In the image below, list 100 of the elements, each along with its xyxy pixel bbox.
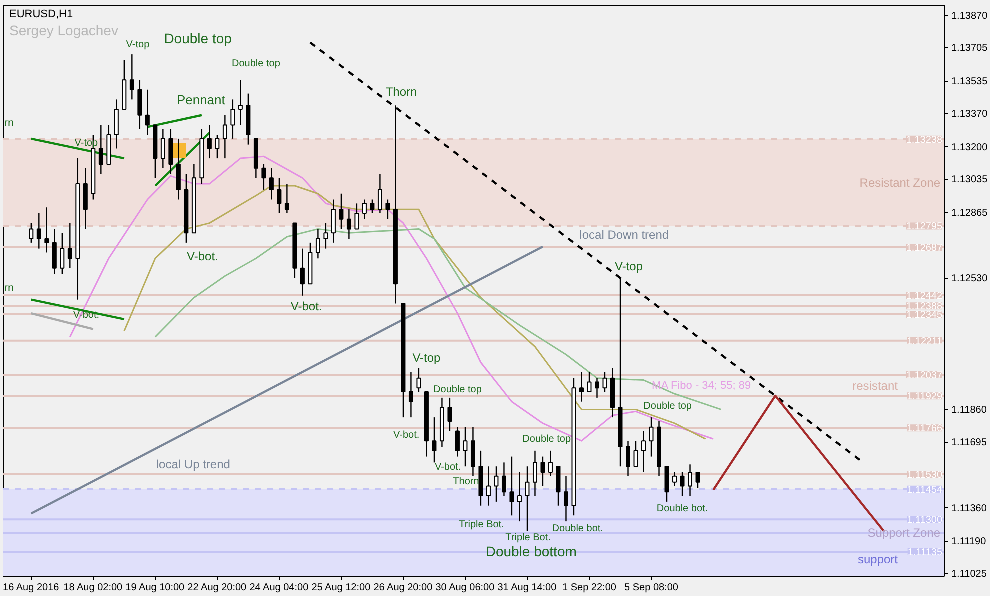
candlestick [448, 397, 452, 432]
candlestick [494, 466, 499, 503]
annotation: local Up trend [156, 457, 230, 472]
candlestick [238, 79, 243, 126]
annotation: V-bot. [73, 310, 100, 321]
text: rn [4, 282, 14, 295]
candlestick [517, 472, 522, 522]
candlestick [680, 472, 685, 497]
candlestick [688, 464, 693, 497]
candlestick [386, 199, 390, 220]
y-tick-label: 1.12530 [952, 274, 988, 285]
candlestick [160, 128, 166, 169]
ref-line-label: 1.13238 [906, 134, 943, 146]
ref-line-label: 1.12795 [906, 222, 943, 233]
candlestick [432, 416, 437, 464]
candlestick [580, 372, 584, 402]
candlestick [502, 462, 506, 497]
ref-line-label: 1.11530 [907, 470, 943, 481]
candlestick [486, 466, 491, 506]
annotation: Double bottom [486, 544, 577, 560]
annotation: Pennant [176, 92, 226, 108]
x-tick-label: 26 Aug 20:00 [374, 582, 434, 594]
candlestick [300, 248, 305, 297]
candlestick [262, 164, 266, 191]
candlestick [510, 456, 514, 516]
candlestick [44, 207, 50, 254]
ref-line-label: 1.11929 [907, 392, 943, 403]
candlestick [324, 222, 328, 250]
candlestick [370, 199, 375, 214]
candlestick [626, 440, 630, 478]
x-tick-label: 31 Aug 14:00 [498, 582, 558, 594]
ref-line-label: 1.12687 [906, 242, 943, 254]
candlestick [362, 199, 367, 220]
y-tick-label: 1.13370 [952, 108, 988, 120]
candlestick [642, 430, 646, 474]
candlestick [230, 99, 236, 140]
candlestick [548, 450, 553, 478]
x-tick-label: 25 Aug 12:00 [312, 582, 372, 594]
candlestick [463, 426, 468, 468]
annotation: V-bot. [187, 250, 218, 264]
candlestick [416, 368, 422, 393]
ref-line-label: 1.11766 [907, 424, 943, 435]
x-tick-label: 5 Sep 08:00 [624, 582, 679, 594]
candlestick [564, 476, 568, 522]
annotation: Triple Bot. [459, 519, 504, 530]
annotation: Double top [164, 30, 232, 46]
candlestick [346, 208, 352, 240]
candlestick [525, 466, 530, 532]
candlestick [130, 54, 134, 100]
annotation: Double top [434, 384, 482, 396]
x-tick-label: 18 Aug 02:00 [64, 582, 124, 594]
x-tick-label: 30 Aug 06:00 [436, 582, 496, 594]
annotation: V-bot. [290, 299, 322, 314]
candlestick [532, 450, 538, 497]
chart-title: EURUSD,H1 [10, 8, 74, 20]
line-series [154, 228, 722, 410]
candlestick [222, 114, 228, 160]
y-tick-label: 1.13870 [952, 10, 988, 22]
text: Sergey Logachev [10, 22, 118, 38]
text: rn [4, 118, 14, 130]
ref-line-label: 1.12037 [906, 370, 943, 382]
annotation: V-bot. [434, 462, 462, 473]
ref-line-label: 1.12345 [906, 310, 943, 322]
y-tick-label: 1.13535 [952, 76, 988, 88]
candlestick [284, 183, 290, 214]
annotation: Thorn [386, 84, 418, 99]
candlestick [378, 174, 382, 214]
candlestick [455, 426, 460, 458]
candlestick [215, 134, 220, 160]
candlestick [587, 372, 592, 393]
y-tick-label: 1.13200 [952, 142, 988, 154]
candlestick [408, 372, 414, 418]
candlestick [36, 212, 42, 250]
ref-line-label: 1.12442 [906, 291, 943, 302]
candlestick [207, 124, 212, 160]
y-tick-label: 1.11695 [952, 438, 988, 449]
candlestick [696, 472, 700, 489]
y-tick-label: 1.11190 [952, 536, 987, 548]
ref-line-label: 1.11300 [907, 515, 943, 526]
annotation: Triple Bot. [506, 532, 551, 544]
annotation: V-top [126, 40, 150, 51]
x-tick-label: 22 Aug 20:00 [188, 582, 248, 594]
candlestick [540, 456, 546, 487]
candlestick [595, 378, 600, 399]
y-tick-label: 1.11360 [952, 503, 988, 514]
annotation: Double top [644, 401, 692, 412]
candlestick [98, 124, 104, 175]
ref-line-label: 1.11135 [908, 547, 943, 558]
candlestick [331, 199, 336, 244]
band-label: Support Zone [868, 526, 941, 540]
candlestick [60, 232, 65, 275]
x-tick-label: 19 Aug 10:00 [126, 582, 186, 594]
annotation: Double top [522, 434, 572, 445]
annotation: V-top [615, 260, 644, 274]
ref-line-label: 1.12211 [907, 336, 943, 348]
x-tick-label: 16 Aug 2016 [3, 582, 60, 594]
y-tick-label: 1.12865 [952, 208, 988, 220]
annotation: V-top [412, 351, 442, 366]
x-tick-label: 1 Sep 22:00 [562, 582, 617, 594]
y-tick-label: 1.13035 [952, 174, 988, 186]
